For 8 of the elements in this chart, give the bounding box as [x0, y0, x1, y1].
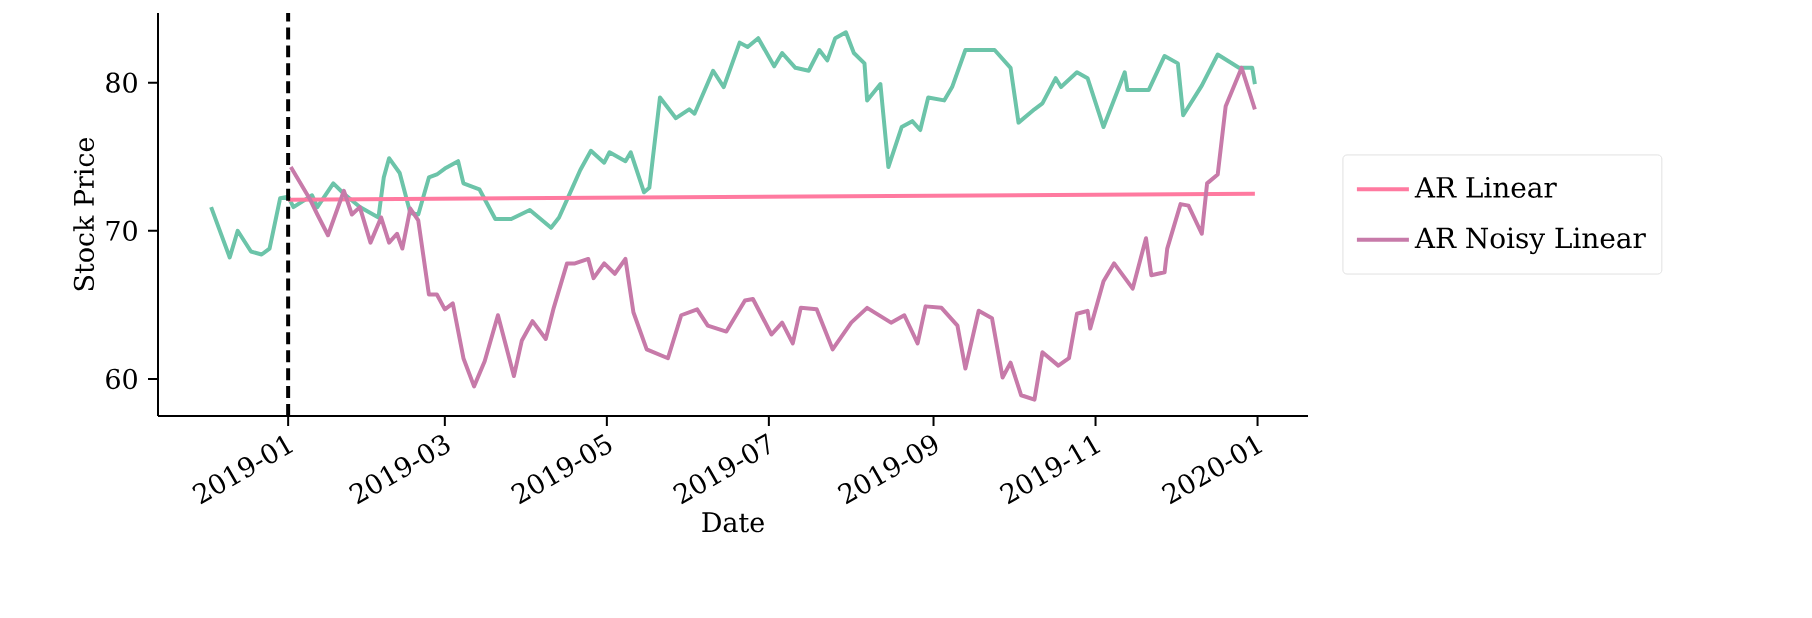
legend-label: AR Linear	[1414, 176, 1557, 198]
y-axis-title: Stock Price	[73, 137, 95, 291]
x-axis-title: Date	[702, 512, 764, 533]
y-tick-label: 70	[106, 220, 137, 241]
y-tick-label: 80	[106, 72, 137, 93]
y-tick-label: 60	[106, 368, 137, 390]
line-series	[288, 65, 1257, 402]
legend-label: AR Noisy Linear	[1414, 227, 1646, 255]
